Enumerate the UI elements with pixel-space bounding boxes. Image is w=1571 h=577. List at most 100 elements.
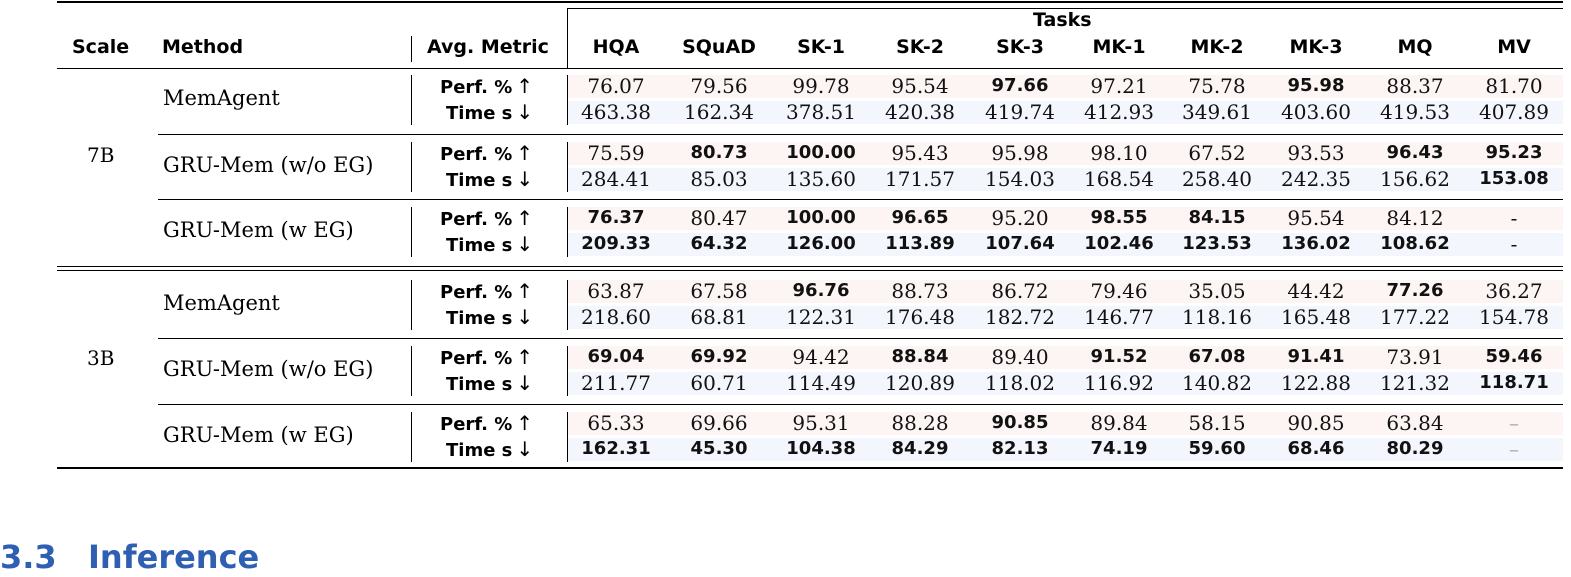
perf-metric-text: Perf. % [440, 144, 513, 165]
method-name: GRU-Mem (w/o EG) [163, 153, 374, 177]
perf-value-cell: 95.54 [1287, 206, 1345, 230]
header-task-mk-2: MK-2 [1190, 36, 1244, 58]
time-value-cell: – [1509, 437, 1519, 461]
perf-row-band [568, 412, 1563, 435]
method-row-rule [158, 199, 1563, 200]
perf-value-cell: 90.85 [1287, 411, 1345, 435]
perf-value-cell: – [1509, 411, 1519, 435]
perf-value-cell: 76.37 [587, 207, 645, 228]
time-value-cell: 403.60 [1281, 100, 1351, 124]
arrow-down-icon: ↓ [516, 232, 534, 256]
perf-value-cell: 73.91 [1386, 345, 1444, 369]
time-value-cell: 258.40 [1182, 167, 1252, 191]
time-value-cell: 146.77 [1084, 305, 1154, 329]
perf-value-cell: 69.04 [587, 346, 645, 367]
time-row-band [568, 438, 1563, 461]
header-task-squad: SQuAD [682, 36, 756, 58]
perf-value-cell: 98.10 [1090, 141, 1148, 165]
perf-value-cell: 63.87 [587, 279, 645, 303]
perf-row-band [568, 280, 1563, 303]
time-metric-text: Time s [446, 440, 513, 461]
time-value-cell: 108.62 [1380, 233, 1450, 254]
table-top-rule [57, 1, 1563, 3]
column-rule [567, 280, 568, 330]
scale-label: 7B [87, 143, 115, 167]
perf-value-cell: 58.15 [1188, 411, 1246, 435]
time-metric-label: Time s ↓ [446, 371, 533, 397]
arrow-down-icon: ↓ [516, 437, 534, 461]
perf-value-cell: 67.08 [1188, 346, 1246, 367]
time-value-cell: 82.13 [991, 438, 1049, 459]
perf-value-cell: 65.33 [587, 411, 645, 435]
perf-value-cell: 93.53 [1287, 141, 1345, 165]
time-value-cell: 64.32 [690, 233, 748, 254]
time-value-cell: 162.34 [684, 100, 754, 124]
table-bottom-rule [57, 467, 1563, 469]
time-value-cell: 120.89 [885, 371, 955, 395]
perf-value-cell: 88.28 [891, 411, 949, 435]
perf-value-cell: 79.46 [1090, 279, 1148, 303]
perf-metric-label: Perf. % ↑ [440, 411, 533, 437]
time-value-cell: 114.49 [786, 371, 856, 395]
time-value-cell: 118.02 [985, 371, 1055, 395]
header-task-sk-1: SK-1 [797, 36, 845, 58]
perf-value-cell: 88.84 [891, 346, 949, 367]
header-task-sk-2: SK-2 [896, 36, 944, 58]
perf-value-cell: 67.58 [690, 279, 748, 303]
time-value-cell: 102.46 [1084, 233, 1154, 254]
perf-value-cell: 88.73 [891, 279, 949, 303]
time-metric-text: Time s [446, 374, 513, 395]
method-name: GRU-Mem (w/o EG) [163, 357, 374, 381]
time-value-cell: 182.72 [985, 305, 1055, 329]
time-value-cell: 171.57 [885, 167, 955, 191]
time-value-cell: 126.00 [786, 233, 856, 254]
column-rule [567, 207, 568, 257]
time-value-cell: 85.03 [690, 167, 748, 191]
time-value-cell: 140.82 [1182, 371, 1252, 395]
time-value-cell: 45.30 [690, 438, 748, 459]
time-value-cell: 59.60 [1188, 438, 1246, 459]
time-value-cell: 168.54 [1084, 167, 1154, 191]
time-value-cell: 118.71 [1479, 372, 1549, 393]
method-row-rule [158, 404, 1563, 405]
perf-value-cell: 100.00 [786, 142, 856, 163]
method-name: MemAgent [163, 291, 280, 315]
perf-value-cell: 91.41 [1287, 346, 1345, 367]
perf-value-cell: 95.98 [1287, 75, 1345, 96]
column-rule [411, 412, 412, 462]
perf-metric-text: Perf. % [440, 414, 513, 435]
time-metric-text: Time s [446, 103, 513, 124]
perf-value-cell: 95.31 [792, 411, 850, 435]
method-name: GRU-Mem (w EG) [163, 423, 354, 447]
perf-value-cell: 81.70 [1485, 74, 1543, 98]
method-row-rule [158, 134, 1563, 135]
perf-value-cell: 59.46 [1485, 346, 1543, 367]
section-title: Inference [88, 538, 260, 576]
perf-value-cell: 94.42 [792, 345, 850, 369]
time-value-cell: 153.08 [1479, 168, 1549, 189]
column-rule [567, 346, 568, 396]
perf-value-cell: 84.12 [1386, 206, 1444, 230]
perf-value-cell: 95.54 [891, 74, 949, 98]
column-rule [567, 142, 568, 192]
arrow-up-icon: ↑ [516, 141, 534, 165]
time-value-cell: 154.03 [985, 167, 1055, 191]
scale-label: 3B [87, 346, 115, 370]
column-rule [411, 142, 412, 192]
perf-value-cell: 35.05 [1188, 279, 1246, 303]
perf-row-band [568, 75, 1563, 98]
header-scale: Scale [72, 36, 130, 58]
perf-value-cell: 95.98 [991, 141, 1049, 165]
column-rule [411, 207, 412, 257]
time-row-band [568, 168, 1563, 191]
time-row-band [568, 101, 1563, 124]
time-row-band [568, 372, 1563, 395]
tasks-rule [568, 8, 1563, 9]
time-value-cell: 80.29 [1386, 438, 1444, 459]
column-rule [411, 280, 412, 330]
perf-value-cell: 96.65 [891, 207, 949, 228]
perf-value-cell: 98.55 [1090, 207, 1148, 228]
perf-value-cell: 89.40 [991, 345, 1049, 369]
time-metric-label: Time s ↓ [446, 232, 533, 258]
time-value-cell: 407.89 [1479, 100, 1549, 124]
